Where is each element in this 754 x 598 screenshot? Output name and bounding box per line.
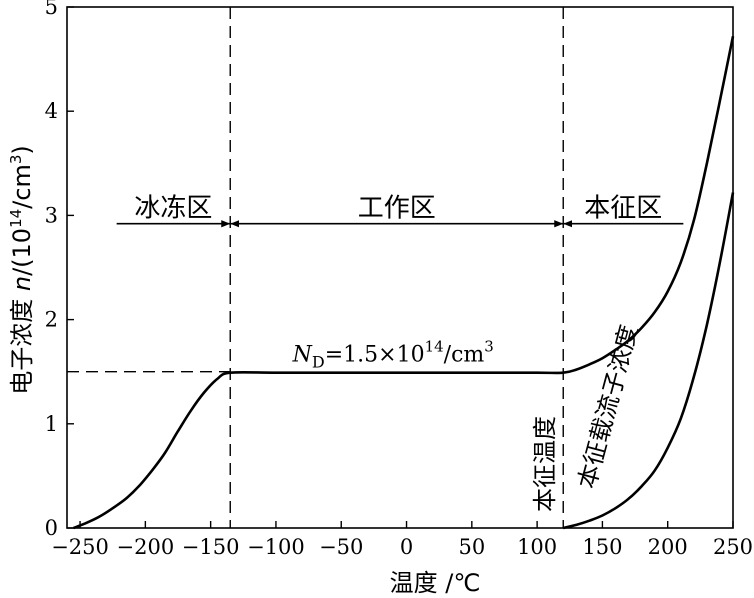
y-title-unit-open: /(10 (8, 228, 36, 276)
nd-value: =1.5×10 (325, 343, 425, 368)
intrinsic-carrier-label: 本征载流子浓度 (573, 322, 644, 492)
y-title-unit-exp2: 3 (7, 155, 25, 165)
intrinsic-carrier-curve (562, 192, 735, 530)
nd-subscript: D (312, 353, 325, 372)
x-axis-title: 温度 /℃ (390, 569, 481, 597)
x-tick-label: −50 (319, 535, 363, 559)
y-title-variable: n (8, 276, 36, 291)
y-tick-label: 0 (45, 516, 58, 540)
y-title-prefix: 电子浓度 (8, 291, 36, 395)
series-layer (73, 35, 735, 530)
plot-border (66, 6, 734, 529)
y-axis-ticks: 0 1 2 3 4 5 (45, 0, 74, 540)
region-arrows: 冰冻区 工作区 本征区 (116, 194, 684, 228)
electron-concentration-curve (73, 35, 735, 530)
region-label: 工作区 (358, 194, 436, 224)
region-label: 冰冻区 (134, 194, 212, 224)
x-tick-label: 150 (582, 535, 622, 559)
x-tick-label: 0 (400, 535, 413, 559)
y-tick-label: 2 (45, 308, 58, 332)
x-tick-label: −100 (247, 535, 305, 559)
guides (67, 7, 564, 528)
y-title-unit-mid: /cm (8, 164, 36, 209)
x-axis-ticks: −250 −200 −150 −100 −50 0 50 100 150 200 250 (51, 521, 753, 559)
y-title-unit-close: ) (8, 145, 36, 154)
nd-unit-exponent: 3 (484, 338, 494, 356)
x-tick-label: 100 (517, 535, 557, 559)
plot-frame (66, 6, 734, 529)
nd-unit: /cm (444, 343, 485, 368)
intrinsic-temperature-label: 本征温度 (531, 416, 559, 512)
region-label: 本征区 (584, 194, 662, 224)
y-tick-label: 1 (45, 412, 58, 436)
nd-symbol: N (292, 343, 313, 368)
y-title-unit-exp: 14 (7, 209, 25, 228)
nd-exponent: 14 (425, 338, 444, 356)
x-tick-label: −200 (117, 535, 175, 559)
y-tick-label: 5 (45, 0, 58, 19)
y-tick-label: 4 (45, 99, 58, 123)
x-tick-label: 50 (458, 535, 485, 559)
x-tick-label: 250 (713, 535, 753, 559)
y-tick-label: 3 (45, 203, 58, 227)
x-tick-label: 200 (648, 535, 688, 559)
nd-annotation: ND=1.5×1014/cm3 (292, 338, 494, 372)
x-tick-label: −150 (182, 535, 240, 559)
x-tick-label: −250 (51, 535, 109, 559)
y-axis-title: 电子浓度 n/(1014/cm3) (7, 145, 36, 395)
